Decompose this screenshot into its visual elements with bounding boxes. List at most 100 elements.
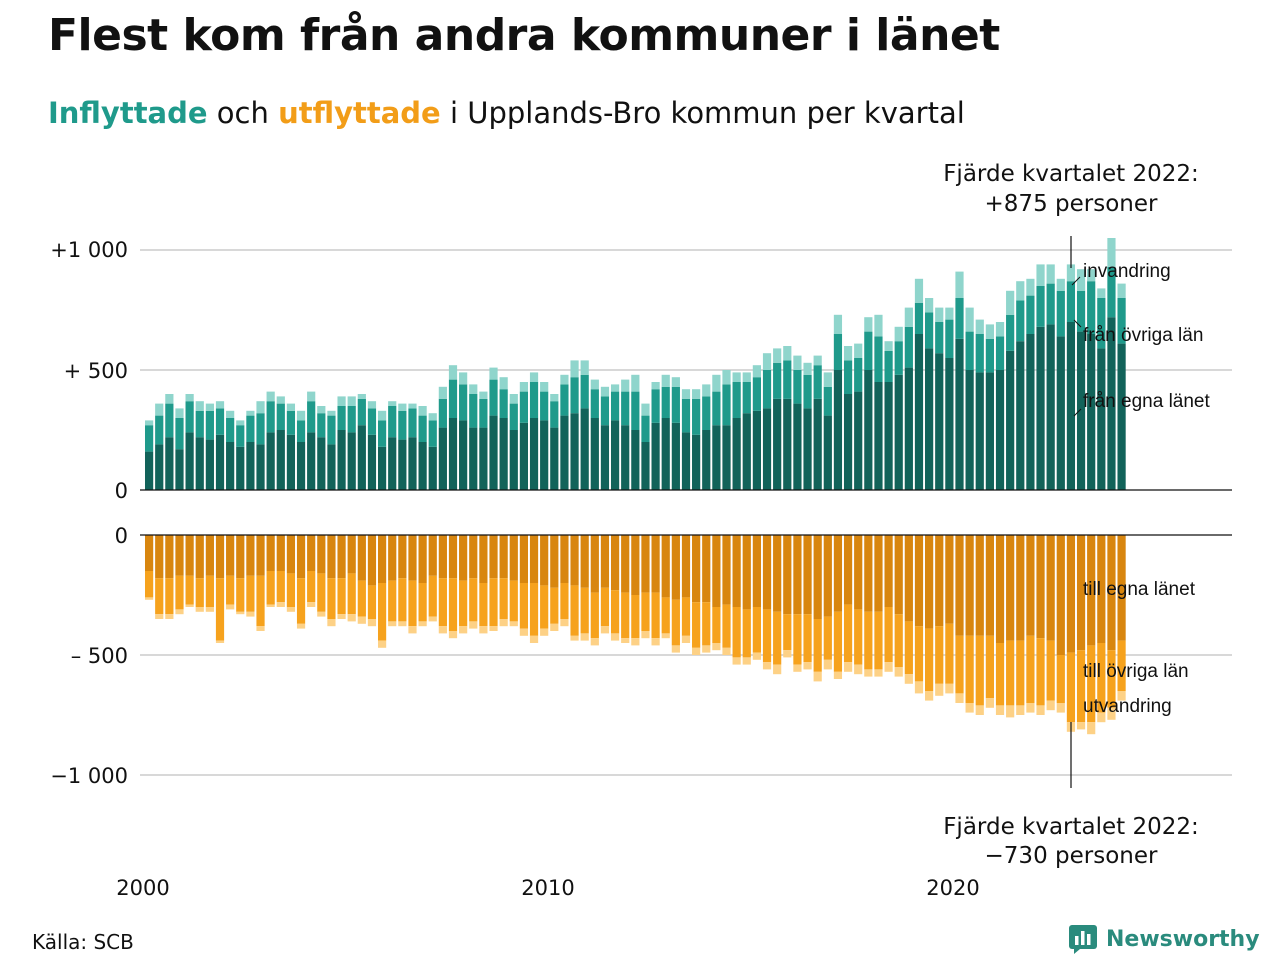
bar-outflow-2-52 — [671, 645, 680, 653]
bar-inflow-1-36 — [509, 403, 518, 430]
leader-invandring — [1071, 276, 1081, 286]
bar-outflow-0-76 — [914, 535, 924, 627]
bar-inflow-0-68 — [833, 370, 843, 490]
bar-outflow-0-65 — [803, 535, 812, 615]
bar-outflow-1-80 — [955, 635, 964, 694]
bar-inflow-2-95 — [1107, 238, 1116, 267]
source-note: Källa: SCB — [32, 930, 134, 954]
bar-outflow-0-71 — [864, 535, 873, 612]
bar-outflow-0-8 — [226, 535, 235, 576]
bar-inflow-1-88 — [1036, 286, 1045, 327]
bar-outflow-1-48 — [631, 595, 640, 639]
bar-outflow-1-90 — [1056, 655, 1065, 703]
bar-inflow-1-37 — [519, 391, 529, 423]
bar-inflow-0-54 — [692, 434, 701, 490]
bar-inflow-2-16 — [307, 391, 316, 402]
bar-inflow-2-61 — [762, 353, 772, 370]
bar-outflow-1-4 — [185, 575, 194, 605]
bar-inflow-1-73 — [884, 350, 893, 382]
bar-outflow-2-80 — [955, 693, 964, 703]
bar-outflow-1-8 — [226, 575, 235, 605]
bar-inflow-1-26 — [408, 408, 417, 438]
bar-inflow-0-29 — [438, 427, 447, 490]
bar-inflow-2-42 — [570, 360, 579, 378]
bar-inflow-2-41 — [560, 374, 569, 385]
bar-inflow-0-3 — [175, 449, 184, 490]
bar-outflow-0-54 — [692, 535, 701, 603]
bar-inflow-0-82 — [975, 372, 984, 490]
bar-outflow-1-41 — [560, 583, 569, 619]
bar-outflow-1-32 — [469, 578, 478, 622]
bar-outflow-0-42 — [570, 535, 579, 586]
bar-outflow-2-94 — [1097, 712, 1106, 723]
bar-outflow-2-18 — [327, 619, 336, 627]
axes — [140, 489, 1232, 536]
bar-outflow-1-55 — [702, 602, 711, 646]
bar-inflow-1-89 — [1046, 283, 1055, 325]
bar-inflow-2-59 — [742, 372, 751, 382]
bar-inflow-0-69 — [843, 394, 853, 490]
bar-inflow-0-33 — [479, 427, 488, 490]
bar-inflow-0-46 — [610, 420, 620, 490]
bar-inflow-0-10 — [246, 442, 255, 490]
bar-inflow-2-93 — [1087, 269, 1096, 282]
bar-outflow-1-96 — [1117, 640, 1126, 691]
bar-outflow-1-86 — [1016, 640, 1025, 706]
bar-outflow-2-92 — [1076, 722, 1086, 730]
subtitle-and-word: och — [216, 96, 269, 130]
bar-inflow-0-85 — [1006, 350, 1015, 490]
bar-inflow-0-13 — [276, 430, 285, 490]
bar-outflow-2-23 — [377, 640, 387, 648]
bar-inflow-2-15 — [296, 410, 306, 421]
bar-outflow-0-29 — [438, 535, 447, 579]
bar-inflow-1-71 — [864, 331, 873, 370]
bar-outflow-2-57 — [722, 647, 731, 655]
bar-inflow-1-54 — [692, 398, 701, 435]
bar-outflow-1-64 — [793, 614, 802, 665]
bar-outflow-1-36 — [509, 580, 518, 622]
bar-outflow-2-30 — [448, 631, 458, 639]
bar-inflow-2-69 — [843, 346, 853, 361]
bar-outflow-1-42 — [570, 585, 579, 636]
bar-outflow-0-15 — [296, 535, 306, 579]
bar-outflow-0-58 — [732, 535, 741, 607]
bar-outflow-0-25 — [398, 535, 407, 579]
bar-outflow-2-29 — [438, 626, 447, 634]
bar-inflow-2-54 — [692, 389, 701, 399]
bar-inflow-0-95 — [1107, 317, 1116, 490]
bar-inflow-1-59 — [742, 382, 751, 414]
bar-inflow-1-50 — [651, 389, 660, 423]
bar-inflow-2-39 — [540, 382, 549, 392]
bar-outflow-1-13 — [276, 571, 285, 603]
bar-outflow-2-19 — [337, 614, 346, 619]
bar-outflow-0-90 — [1056, 535, 1065, 655]
bar-outflow-0-10 — [246, 535, 255, 576]
x-tick-2000: 2000 — [116, 876, 169, 900]
bar-inflow-1-10 — [246, 415, 255, 442]
bar-inflow-0-6 — [205, 439, 214, 490]
y-tick-inflow-1000: +1 000 — [50, 238, 128, 262]
bar-inflow-1-15 — [296, 420, 306, 442]
bar-outflow-1-40 — [550, 587, 559, 624]
bar-inflow-1-28 — [428, 420, 437, 447]
bar-inflow-1-27 — [418, 415, 427, 442]
bar-outflow-1-49 — [641, 592, 650, 631]
bar-inflow-0-37 — [519, 422, 529, 490]
bar-inflow-0-27 — [418, 442, 427, 490]
bar-outflow-1-5 — [195, 578, 204, 607]
bar-inflow-0-42 — [570, 413, 579, 490]
y-tick-outflow-0: 0 — [115, 524, 128, 548]
bar-outflow-1-91 — [1066, 652, 1076, 723]
bar-outflow-1-79 — [945, 623, 954, 684]
bar-inflow-1-42 — [570, 377, 579, 414]
bar-outflow-0-26 — [408, 535, 417, 581]
bar-inflow-0-75 — [904, 367, 913, 490]
bar-outflow-1-6 — [205, 575, 214, 607]
bar-outflow-2-89 — [1046, 700, 1055, 711]
bar-inflow-1-56 — [712, 391, 721, 426]
bar-outflow-0-35 — [499, 535, 508, 579]
y-tick-outflow-1000: −1 000 — [50, 764, 128, 788]
bar-outflow-1-94 — [1097, 643, 1106, 713]
bar-inflow-2-19 — [337, 396, 346, 406]
bar-outflow-2-21 — [357, 616, 366, 624]
